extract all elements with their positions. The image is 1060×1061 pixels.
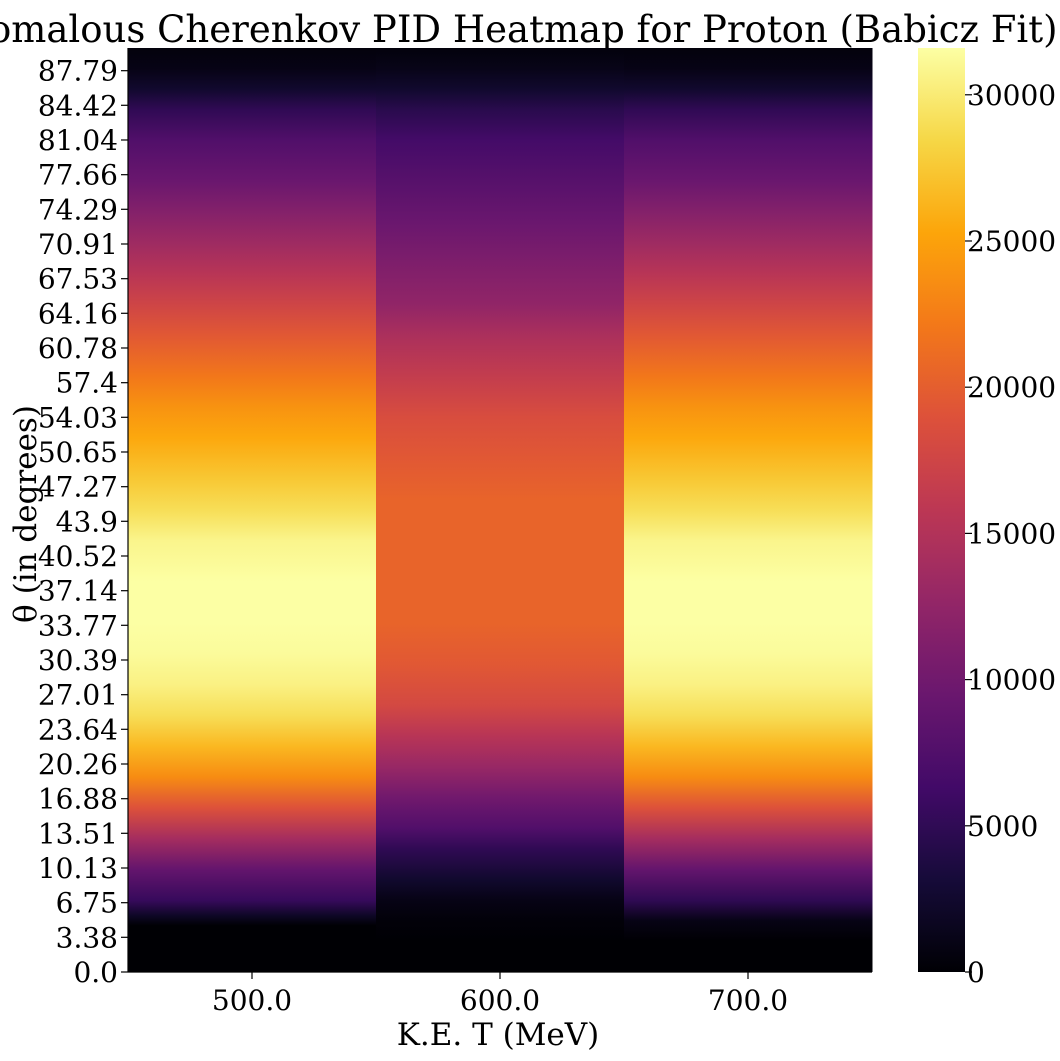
colorbar-gradient [918, 48, 965, 972]
colorbar-tick-label: 15000 [967, 517, 1056, 550]
y-tick-label: 81.04 [38, 124, 118, 157]
y-tick-label: 3.38 [56, 921, 118, 954]
y-tick-label: 13.51 [38, 817, 118, 850]
y-tick-label: 84.42 [38, 89, 118, 122]
colorbar-tick-label: 10000 [967, 664, 1056, 697]
x-tick-label: 600.0 [460, 984, 540, 1017]
colorbar-tick-label: 20000 [967, 371, 1056, 404]
colorbar-tick-label: 5000 [967, 810, 1038, 843]
heatmap-column-600.0 [376, 48, 625, 972]
y-tick-label: 40.52 [38, 540, 118, 573]
y-tick-label: 87.79 [38, 55, 118, 88]
chart-title: Anomalous Cherenkov PID Heatmap for Prot… [0, 8, 1058, 51]
y-tick-label: 23.64 [38, 713, 118, 746]
y-tick-label: 54.03 [38, 401, 118, 434]
y-tick-label: 33.77 [38, 609, 118, 642]
y-tick-label: 30.39 [38, 644, 118, 677]
y-tick-label: 43.9 [56, 505, 118, 538]
y-tick-label: 6.75 [56, 887, 118, 920]
y-tick-label: 10.13 [38, 852, 118, 885]
heatmap-cells [128, 48, 873, 972]
x-tick-label: 700.0 [708, 984, 788, 1017]
heatmap-column-500.0 [128, 48, 377, 972]
x-axis-label: K.E. T (MeV) [397, 1017, 600, 1053]
y-tick-label: 20.26 [38, 748, 118, 781]
heatmap-column-700.0 [624, 48, 873, 972]
y-tick-label: 16.88 [38, 783, 118, 816]
y-tick-label: 50.65 [38, 436, 118, 469]
colorbar: 0 5000 10000 15000 20000 25000 30000 [918, 48, 1056, 989]
y-tick-label: 57.4 [56, 367, 118, 400]
colorbar-tick-label: 30000 [967, 79, 1056, 112]
x-axis: 500.0 600.0 700.0 [128, 971, 872, 1017]
y-tick-label: 70.91 [38, 228, 118, 261]
colorbar-tick-label: 0 [967, 956, 985, 989]
x-tick-label: 500.0 [212, 984, 292, 1017]
y-tick-label: 64.16 [38, 297, 118, 330]
y-axis-label: θ (in degrees) [8, 405, 44, 623]
y-axis: 0.03.386.7510.1313.5116.8820.2623.6427.0… [38, 48, 129, 989]
y-tick-label: 74.29 [38, 193, 118, 226]
y-tick-label: 77.66 [38, 159, 118, 192]
y-tick-label: 47.27 [38, 471, 118, 504]
y-tick-label: 37.14 [38, 575, 118, 608]
y-tick-label: 0.0 [73, 956, 118, 989]
y-tick-label: 67.53 [38, 263, 118, 296]
colorbar-tick-label: 25000 [967, 225, 1056, 258]
y-tick-label: 60.78 [38, 332, 118, 365]
y-tick-label: 27.01 [38, 679, 118, 712]
